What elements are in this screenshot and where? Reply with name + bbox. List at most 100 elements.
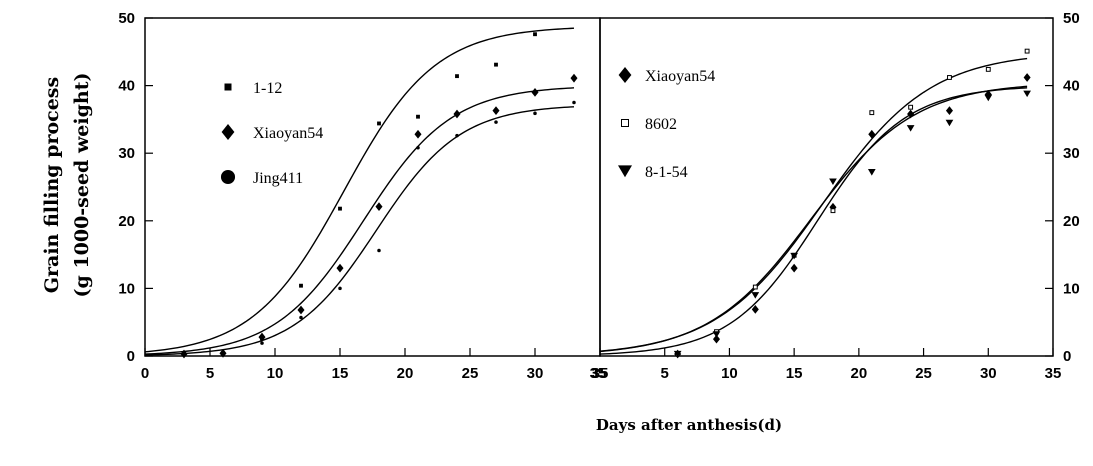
left-legend-marker-jing411 [220, 169, 236, 185]
right-point-8602 [752, 284, 758, 290]
left-point-jing411 [221, 352, 225, 356]
right-point-xiaoyan54 [751, 304, 759, 314]
right-x-tick-label: 15 [786, 365, 803, 382]
left-point-xiaoyan54 [297, 305, 305, 315]
left-point-jing411 [377, 248, 381, 253]
right-point-xiaoyan54 [790, 263, 798, 273]
left-x-tick-label: 35 [592, 365, 609, 382]
left-panel: 0 10 20 30 40 50 0 5 10 15 20 25 30 35 1-12 Xiaoyan54 Ji… [118, 10, 608, 382]
right-point-xiaoyan54 [1023, 73, 1031, 82]
right-y-tick-label: 40 [1063, 78, 1080, 95]
left-legend-marker-xiaoyan54 [221, 124, 235, 140]
right-fit-curve-8-1-54 [599, 85, 1028, 353]
right-legend-marker-xiaoyan54 [618, 67, 632, 83]
right-point-8-1-54 [751, 292, 760, 299]
left-point-xiaoyan54 [258, 332, 266, 342]
right-point-8-1-54 [790, 252, 798, 260]
left-point-jing411 [455, 133, 459, 138]
right-point-8-1-54 [984, 94, 993, 102]
left-point-1-12 [299, 283, 303, 288]
left-legend-marker-1-12 [224, 83, 232, 91]
right-point-xiaoyan54 [907, 109, 915, 119]
right-point-8-1-54 [945, 119, 954, 127]
left-y-tick-label: 0 [127, 348, 135, 365]
right-point-8-1-54 [906, 125, 915, 132]
right-x-tick-label: 30 [980, 365, 997, 382]
right-point-8602 [947, 75, 952, 80]
right-plot-frame [599, 17, 1054, 357]
left-point-1-12 [455, 74, 459, 79]
right-point-xiaoyan54 [712, 334, 721, 344]
right-x-tick-label-overlap: 35 [590, 365, 607, 382]
left-point-xiaoyan54 [414, 129, 422, 139]
right-y-tick-label: 50 [1063, 10, 1080, 27]
right-y-tick-label: 30 [1063, 145, 1080, 162]
right-point-xiaoyan54 [945, 106, 953, 116]
right-panel: 0 10 20 30 40 50 5 10 15 20 25 30 35 35 Xiaoyan54 8602 8… [590, 10, 1080, 382]
right-y-tick-label: 20 [1063, 213, 1080, 230]
left-plot-frame [144, 17, 601, 357]
left-point-1-12 [494, 62, 498, 67]
left-point-1-12 [416, 114, 420, 119]
right-point-8602 [1024, 48, 1030, 54]
left-fit-curve-xiaoyan54 [144, 87, 575, 355]
left-fit-curve-1-12 [144, 27, 575, 353]
left-point-jing411 [299, 315, 303, 320]
left-x-tick-label: 0 [141, 365, 149, 382]
left-y-tick-label: 40 [118, 78, 135, 95]
left-point-1-12 [377, 121, 381, 126]
left-x-tick-label: 5 [206, 365, 214, 382]
left-point-1-12 [533, 32, 537, 37]
left-point-jing411 [182, 352, 186, 356]
left-point-xiaoyan54 [375, 202, 383, 212]
right-point-8-1-54 [829, 178, 837, 186]
x-axis-label: Days after anthesis(d) [596, 416, 782, 434]
right-point-8-1-54 [1023, 90, 1031, 98]
right-x-tick-label: 25 [915, 365, 932, 382]
right-point-8-1-54 [867, 169, 876, 176]
right-point-xiaoyan54 [868, 129, 876, 139]
right-x-tick-label: 10 [721, 365, 738, 382]
left-x-tick-label: 25 [462, 365, 479, 382]
right-legend-label-xiaoyan54: Xiaoyan54 [645, 68, 715, 85]
left-point-jing411 [416, 146, 420, 150]
left-x-tick-label: 20 [397, 365, 414, 382]
left-y-tick-label: 50 [118, 10, 135, 27]
left-legend-label-1-12: 1-12 [253, 80, 282, 97]
right-legend-marker-8-1-54 [618, 165, 632, 178]
y-axis-label-line2: (g 1000-seed weight) [71, 73, 93, 298]
right-point-8602 [985, 66, 991, 72]
right-point-8602 [830, 208, 836, 214]
right-point-8602 [869, 110, 875, 116]
right-x-tick-label: 5 [661, 365, 669, 382]
right-x-tick-label: 35 [1045, 365, 1062, 382]
left-point-xiaoyan54 [531, 87, 539, 97]
left-fit-curve-jing411 [144, 106, 575, 356]
right-x-tick-label: 20 [851, 365, 868, 382]
right-point-8-1-54 [712, 331, 721, 338]
right-fit-curve-8602 [599, 57, 1028, 352]
right-y-tick-label: 10 [1063, 280, 1080, 297]
left-point-jing411 [338, 286, 342, 291]
left-point-xiaoyan54 [492, 106, 500, 116]
right-legend-marker-8602 [621, 119, 629, 127]
right-point-8-1-54 [673, 350, 682, 358]
left-x-tick-label: 15 [332, 365, 349, 382]
right-fit-curve-xiaoyan54 [599, 87, 1028, 355]
left-point-1-12 [338, 206, 342, 211]
left-point-jing411 [533, 111, 537, 116]
left-y-tick-label: 10 [118, 280, 135, 297]
right-legend-label-8-1-54: 8-1-54 [645, 164, 688, 181]
left-x-tick-label: 10 [267, 365, 284, 382]
left-point-jing411 [494, 120, 498, 124]
left-y-tick-label: 20 [118, 213, 135, 230]
left-legend-label-jing411: Jing411 [253, 170, 303, 187]
left-legend-label-xiaoyan54: Xiaoyan54 [253, 125, 323, 142]
left-y-tick-label: 30 [118, 145, 135, 162]
left-x-tick-label: 30 [527, 365, 544, 382]
left-point-jing411 [572, 100, 576, 105]
left-point-xiaoyan54 [336, 263, 344, 273]
right-point-8602 [908, 104, 914, 110]
left-point-xiaoyan54 [570, 73, 578, 83]
